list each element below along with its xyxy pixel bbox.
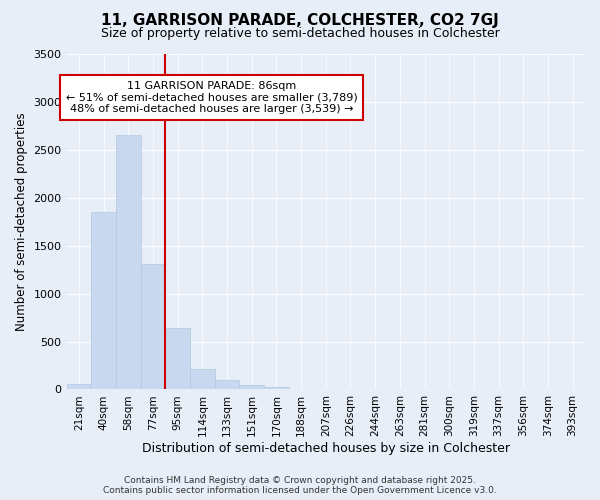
- Bar: [140, 264, 165, 390]
- Bar: [116, 136, 140, 390]
- Bar: [165, 328, 190, 390]
- Text: Contains HM Land Registry data © Crown copyright and database right 2025.
Contai: Contains HM Land Registry data © Crown c…: [103, 476, 497, 495]
- Bar: [264, 386, 289, 390]
- Bar: [91, 212, 116, 390]
- Bar: [67, 384, 91, 390]
- Text: 11 GARRISON PARADE: 86sqm
← 51% of semi-detached houses are smaller (3,789)
48% : 11 GARRISON PARADE: 86sqm ← 51% of semi-…: [66, 81, 358, 114]
- X-axis label: Distribution of semi-detached houses by size in Colchester: Distribution of semi-detached houses by …: [142, 442, 510, 455]
- Bar: [190, 370, 215, 390]
- Text: 11, GARRISON PARADE, COLCHESTER, CO2 7GJ: 11, GARRISON PARADE, COLCHESTER, CO2 7GJ: [101, 12, 499, 28]
- Bar: [239, 384, 264, 390]
- Text: Size of property relative to semi-detached houses in Colchester: Size of property relative to semi-detach…: [101, 28, 499, 40]
- Bar: [215, 380, 239, 390]
- Y-axis label: Number of semi-detached properties: Number of semi-detached properties: [15, 112, 28, 331]
